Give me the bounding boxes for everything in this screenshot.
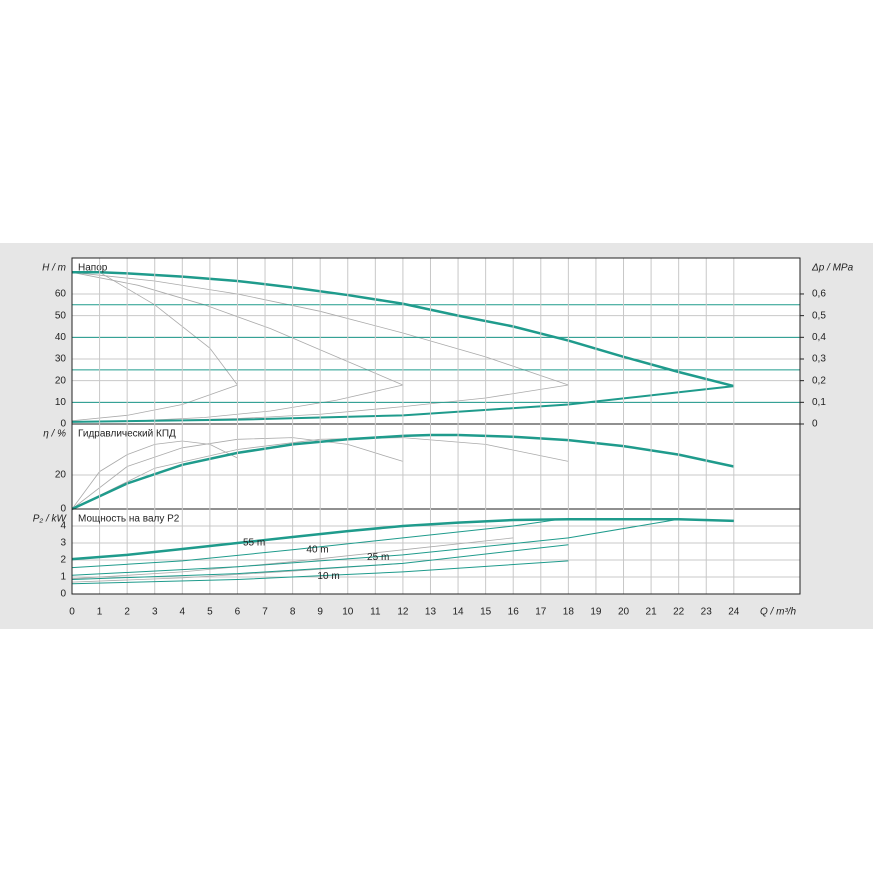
y-tick-label: 0 [60,589,66,600]
x-tick-label: 11 [370,607,381,618]
series-line [71,560,569,585]
y-tick-label: 0 [60,504,66,515]
y2-tick-label: 0 [812,419,818,430]
x-tick-label: 0 [69,607,75,618]
y-tick-label: 50 [55,310,67,321]
y2-axis-title: Δp / MPa [811,263,854,274]
panel-title: Напор [78,263,108,274]
y2-tick-label: 0,3 [812,354,826,365]
series-line [71,518,561,569]
series-line [71,544,569,581]
x-tick-label: 19 [590,607,602,618]
x-tick-label: 15 [480,607,492,618]
y-tick-label: 20 [55,470,67,481]
x-tick-label: 12 [397,607,409,618]
annotation: 10 m [317,571,339,582]
x-tick-label: 7 [262,607,268,618]
y-axis-title: P₂ / kW [33,514,68,525]
y-tick-label: 3 [60,538,66,549]
x-tick-label: 1 [97,607,103,618]
x-tick-label: 16 [508,607,520,618]
series-line [71,517,734,561]
y2-tick-label: 0,2 [812,375,826,386]
y2-tick-label: 0,6 [812,289,826,300]
x-tick-label: 5 [207,607,213,618]
series-line [71,433,735,511]
x-tick-label: 6 [235,607,241,618]
x-tick-label: 22 [673,607,685,618]
y-tick-label: 10 [55,397,67,408]
annotation: 55 m [243,538,265,549]
y-tick-label: 1 [60,572,66,583]
x-tick-label: 3 [152,607,158,618]
x-tick-label: 10 [342,607,354,618]
x-tick-label: 24 [728,607,740,618]
annotation: 25 m [367,552,389,563]
y2-tick-label: 0,5 [812,310,826,321]
series-line [71,518,679,576]
x-tick-label: 21 [646,607,658,618]
x-tick-label: 23 [701,607,713,618]
y-axis-title: H / m [42,263,66,274]
x-tick-label: 14 [452,607,464,618]
x-axis-title: Q / m³/h [760,607,797,618]
x-tick-label: 9 [317,607,323,618]
series-line [71,537,514,580]
panel-title: Мощность на валу P2 [78,514,180,525]
y-tick-label: 20 [55,375,67,386]
x-tick-label: 18 [563,607,575,618]
x-tick-label: 4 [180,607,186,618]
x-tick-label: 8 [290,607,296,618]
y2-tick-label: 0,1 [812,397,826,408]
x-tick-label: 13 [425,607,437,618]
x-tick-label: 20 [618,607,630,618]
y-tick-label: 30 [55,354,67,365]
y2-tick-label: 0,4 [812,332,826,343]
x-tick-label: 17 [535,607,547,618]
plot-area [72,258,800,594]
y-tick-label: 4 [60,521,66,532]
y-tick-label: 0 [60,419,66,430]
y-axis-title: η / % [43,429,66,440]
y-tick-label: 2 [60,555,66,566]
plot-frame [71,257,801,595]
x-tick-label: 2 [124,607,130,618]
annotation: 40 m [306,544,328,555]
y-tick-label: 40 [55,332,67,343]
y-tick-label: 60 [55,289,67,300]
